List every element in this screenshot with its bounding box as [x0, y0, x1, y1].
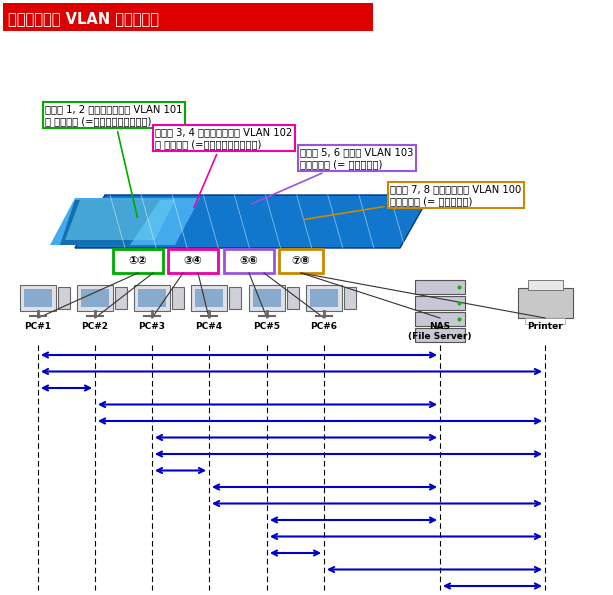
FancyBboxPatch shape: [415, 328, 465, 342]
FancyBboxPatch shape: [279, 249, 323, 273]
FancyBboxPatch shape: [58, 287, 70, 309]
FancyBboxPatch shape: [415, 296, 465, 310]
FancyBboxPatch shape: [3, 3, 373, 31]
FancyBboxPatch shape: [229, 287, 241, 309]
Text: ポート 7, 8 はプライマリ VLAN 100
をアサイン (= 混合ポート): ポート 7, 8 はプライマリ VLAN 100 をアサイン (= 混合ポート): [304, 184, 521, 220]
Text: PC#3: PC#3: [139, 322, 166, 331]
Text: ポート 1, 2 はコミュニティ VLAN 101
を アサイン (=コミュニティポート): ポート 1, 2 はコミュニティ VLAN 101 を アサイン (=コミュニテ…: [45, 104, 183, 217]
Polygon shape: [65, 200, 175, 240]
Text: ③④: ③④: [184, 256, 202, 266]
FancyBboxPatch shape: [415, 280, 465, 294]
FancyBboxPatch shape: [115, 287, 127, 309]
FancyBboxPatch shape: [138, 289, 166, 307]
Text: Printer: Printer: [527, 322, 563, 331]
Text: PC#6: PC#6: [311, 322, 338, 331]
FancyBboxPatch shape: [168, 249, 218, 273]
Polygon shape: [50, 198, 200, 245]
FancyBboxPatch shape: [287, 287, 299, 309]
FancyBboxPatch shape: [113, 249, 163, 273]
Polygon shape: [60, 200, 160, 245]
FancyBboxPatch shape: [20, 285, 56, 311]
Text: PC#5: PC#5: [254, 322, 281, 331]
FancyBboxPatch shape: [344, 287, 356, 309]
Text: ⑤⑥: ⑤⑥: [240, 256, 258, 266]
FancyBboxPatch shape: [77, 285, 113, 311]
Text: プライベート VLAN の通信可否: プライベート VLAN の通信可否: [8, 11, 159, 27]
Text: ①②: ①②: [129, 256, 147, 266]
Text: NAS
(File Server): NAS (File Server): [408, 322, 472, 342]
FancyBboxPatch shape: [24, 289, 52, 307]
FancyBboxPatch shape: [415, 312, 465, 326]
Text: ポート 3, 4 はコミュニティ VLAN 102
を アサイン (=コミュニティポート): ポート 3, 4 はコミュニティ VLAN 102 を アサイン (=コミュニテ…: [155, 127, 292, 208]
Text: PC#4: PC#4: [196, 322, 223, 331]
Text: ⑦⑧: ⑦⑧: [292, 256, 310, 266]
Text: PC#1: PC#1: [25, 322, 51, 331]
FancyBboxPatch shape: [517, 288, 573, 318]
Text: ポート 5, 6 は隔離 VLAN 103
をアサイン (= 隔離ポート): ポート 5, 6 は隔離 VLAN 103 をアサイン (= 隔離ポート): [251, 147, 413, 204]
FancyBboxPatch shape: [81, 289, 109, 307]
FancyBboxPatch shape: [134, 285, 170, 311]
FancyBboxPatch shape: [253, 289, 281, 307]
FancyBboxPatch shape: [310, 289, 338, 307]
Polygon shape: [75, 195, 430, 248]
FancyBboxPatch shape: [306, 285, 342, 311]
FancyBboxPatch shape: [224, 249, 274, 273]
FancyBboxPatch shape: [191, 285, 227, 311]
FancyBboxPatch shape: [528, 280, 563, 290]
FancyBboxPatch shape: [525, 318, 565, 324]
FancyBboxPatch shape: [249, 285, 285, 311]
FancyBboxPatch shape: [195, 289, 223, 307]
FancyBboxPatch shape: [172, 287, 184, 309]
Text: PC#2: PC#2: [82, 322, 109, 331]
